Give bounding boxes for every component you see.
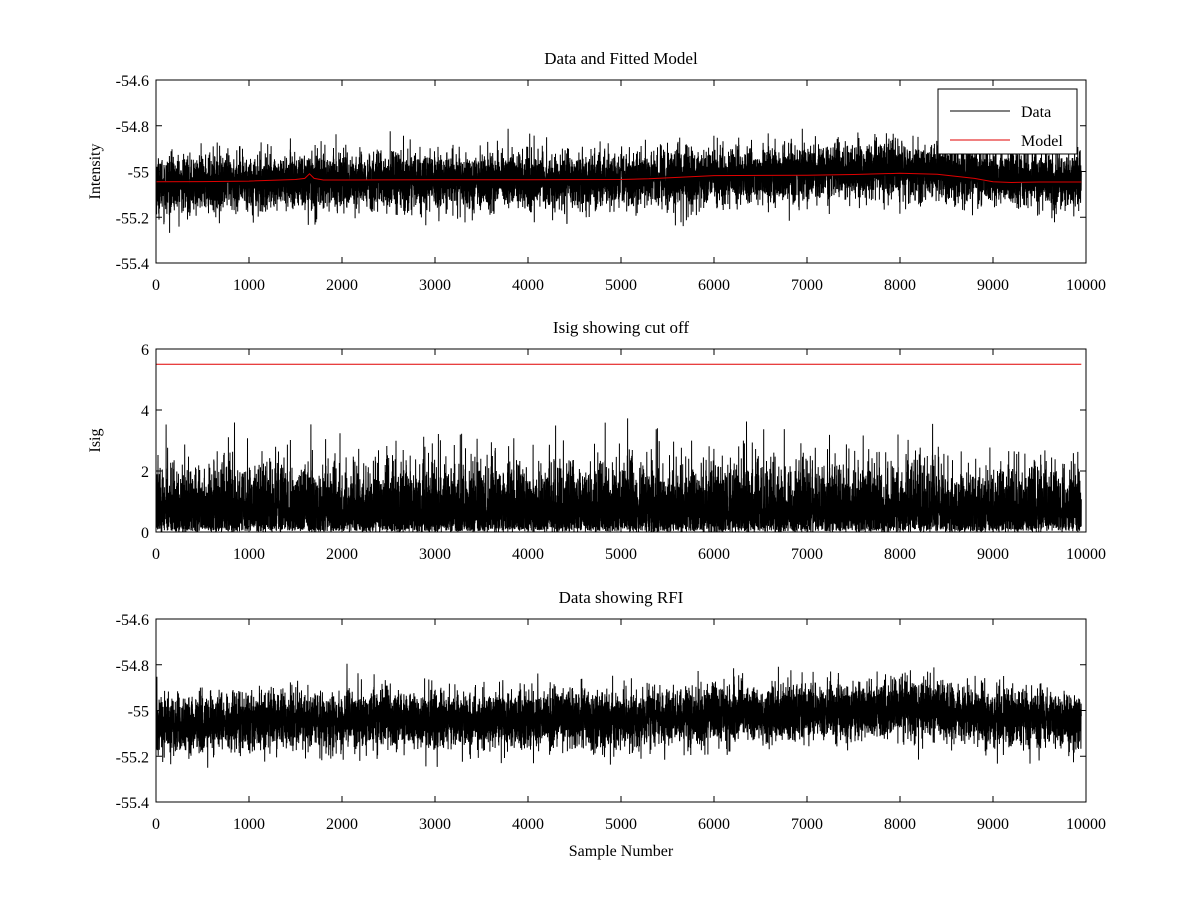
chart-title: Data and Fitted Model bbox=[544, 49, 698, 68]
x-tick-label: 6000 bbox=[698, 816, 730, 833]
series-line-1 bbox=[156, 418, 1082, 532]
series-line-1 bbox=[156, 663, 1082, 768]
x-tick-label: 6000 bbox=[698, 546, 730, 563]
y-tick-label: -55 bbox=[128, 704, 149, 721]
y-tick-label: -55.4 bbox=[116, 256, 149, 273]
x-tick-label: 0 bbox=[152, 546, 160, 563]
chart-panel-3: 0 1000 2000 3000 4000 5000 6000 7000 8000 9000 100… bbox=[116, 588, 1106, 860]
x-tick-label: 3000 bbox=[419, 277, 451, 294]
plot-area bbox=[156, 663, 1082, 768]
x-tick-label: 0 bbox=[152, 816, 160, 833]
x-tick-label: 4000 bbox=[512, 546, 544, 563]
x-tick-label: 8000 bbox=[884, 277, 916, 294]
x-tick-label: 2000 bbox=[326, 546, 358, 563]
x-tick-label: 9000 bbox=[977, 277, 1009, 294]
x-tick-label: 1000 bbox=[233, 546, 265, 563]
chart-title: Isig showing cut off bbox=[553, 318, 689, 337]
x-tick-label: 6000 bbox=[698, 277, 730, 294]
y-tick-label: -54.6 bbox=[116, 612, 149, 629]
x-tick-label: 9000 bbox=[977, 816, 1009, 833]
legend-label-data: Data bbox=[1021, 104, 1051, 121]
x-tick-label: 1000 bbox=[233, 816, 265, 833]
y-axis-label: Intensity bbox=[87, 144, 104, 200]
y-tick-label: 4 bbox=[141, 403, 149, 420]
x-tick-label: 8000 bbox=[884, 816, 916, 833]
x-tick-label: 2000 bbox=[326, 816, 358, 833]
y-tick-label: -55.2 bbox=[116, 210, 149, 227]
x-tick-label: 5000 bbox=[605, 277, 637, 294]
x-tick-label: 10000 bbox=[1066, 816, 1106, 833]
legend: Data Model bbox=[937, 88, 1078, 155]
y-tick-label: -55.4 bbox=[116, 795, 149, 812]
y-tick-label: -54.8 bbox=[116, 658, 149, 675]
x-tick-label: 10000 bbox=[1066, 277, 1106, 294]
y-axis-label: Isig bbox=[87, 429, 104, 453]
x-tick-label: 7000 bbox=[791, 277, 823, 294]
x-tick-label: 7000 bbox=[791, 546, 823, 563]
plot-area bbox=[156, 127, 1082, 233]
y-tick-label: 6 bbox=[141, 342, 149, 359]
x-tick-label: 4000 bbox=[512, 816, 544, 833]
plot-area bbox=[156, 363, 1082, 532]
y-tick-label: 0 bbox=[141, 525, 149, 542]
x-tick-label: 8000 bbox=[884, 546, 916, 563]
x-tick-label: 1000 bbox=[233, 277, 265, 294]
x-tick-label: 9000 bbox=[977, 546, 1009, 563]
x-tick-label: 10000 bbox=[1066, 546, 1106, 563]
series-line-model bbox=[156, 172, 1082, 184]
x-tick-label: 0 bbox=[152, 277, 160, 294]
series-line-data bbox=[156, 127, 1082, 233]
y-tick-label: -54.8 bbox=[116, 119, 149, 136]
chart-panel-1: 0 1000 2000 3000 4000 5000 6000 7000 8000 9000 100… bbox=[87, 49, 1106, 294]
y-tick-label: -55.2 bbox=[116, 749, 149, 766]
y-tick-label: 2 bbox=[141, 464, 149, 481]
x-tick-label: 3000 bbox=[419, 546, 451, 563]
legend-label-model: Model bbox=[1021, 133, 1063, 150]
x-tick-label: 3000 bbox=[419, 816, 451, 833]
x-tick-label: 5000 bbox=[605, 816, 637, 833]
y-tick-label: -54.6 bbox=[116, 73, 149, 90]
chart-panel-2: 0 1000 2000 3000 4000 5000 6000 7000 8000 9000 100… bbox=[87, 318, 1106, 563]
x-tick-label: 2000 bbox=[326, 277, 358, 294]
chart-title: Data showing RFI bbox=[559, 588, 684, 607]
x-tick-label: 5000 bbox=[605, 546, 637, 563]
y-tick-label: -55 bbox=[128, 165, 149, 182]
x-tick-label: 4000 bbox=[512, 277, 544, 294]
x-tick-label: 7000 bbox=[791, 816, 823, 833]
x-axis-label: Sample Number bbox=[569, 843, 674, 860]
